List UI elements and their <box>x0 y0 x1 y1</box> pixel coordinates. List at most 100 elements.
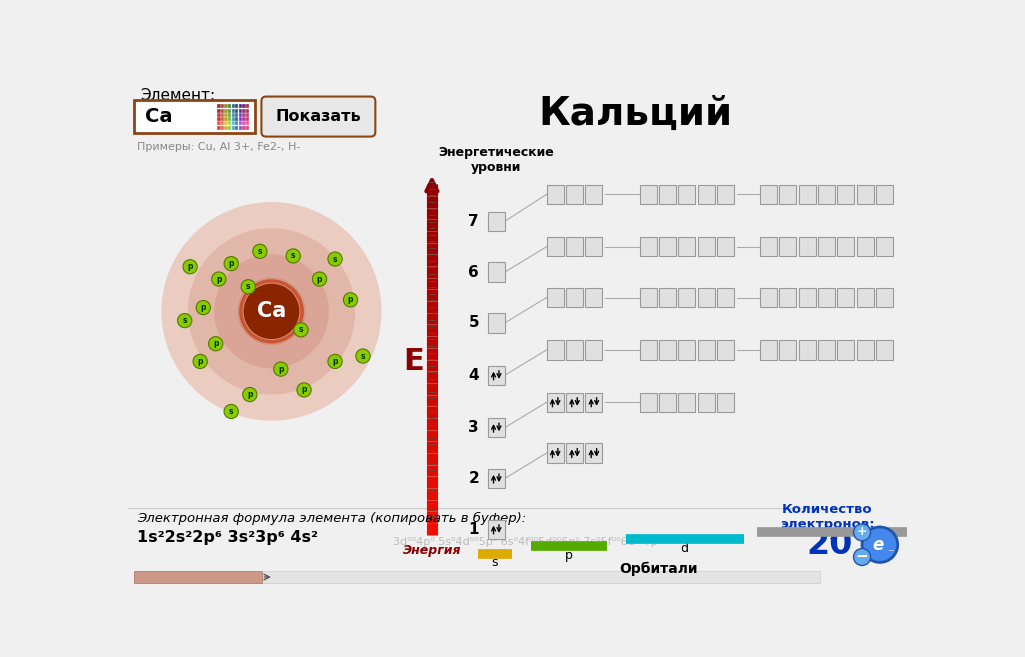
Bar <box>798 288 816 307</box>
Bar <box>242 104 246 108</box>
Bar <box>488 212 504 231</box>
Circle shape <box>343 293 358 307</box>
FancyBboxPatch shape <box>133 101 255 133</box>
Bar <box>246 122 249 125</box>
Bar <box>798 340 816 359</box>
Text: p: p <box>198 357 203 366</box>
Text: s: s <box>291 252 295 260</box>
Bar <box>239 113 242 117</box>
Bar <box>220 117 224 121</box>
Bar <box>235 113 239 117</box>
Bar <box>134 571 262 583</box>
Bar <box>857 237 873 256</box>
Bar <box>837 340 854 359</box>
Bar <box>679 288 695 307</box>
Text: p: p <box>347 296 354 304</box>
Bar <box>679 393 695 412</box>
Bar <box>566 185 583 204</box>
Text: E: E <box>403 347 423 376</box>
Text: p: p <box>565 549 572 562</box>
Bar <box>546 185 564 204</box>
Bar <box>659 237 677 256</box>
Bar <box>232 122 235 125</box>
Bar <box>698 288 714 307</box>
Text: Энергетические
уровни: Энергетические уровни <box>439 146 555 173</box>
Text: Кальций: Кальций <box>539 95 733 133</box>
Bar <box>242 122 246 125</box>
Bar <box>837 288 854 307</box>
Text: 3d⁰⁰4p⁰ 5s⁰4d⁰⁰5p⁰ 6s⁰4f⁰⁰5d⁰⁰6p⁰ 7s⁰5f⁰⁰6d⁰⁰7p⁰: 3d⁰⁰4p⁰ 5s⁰4d⁰⁰5p⁰ 6s⁰4f⁰⁰5d⁰⁰6p⁰ 7s⁰5f⁰… <box>394 537 662 547</box>
Text: s: s <box>491 556 498 569</box>
Bar <box>798 237 816 256</box>
Circle shape <box>162 202 381 420</box>
FancyBboxPatch shape <box>261 97 375 137</box>
Text: p: p <box>278 365 284 374</box>
Bar <box>242 108 246 113</box>
Bar <box>798 185 816 204</box>
Bar <box>818 237 835 256</box>
Bar <box>134 571 820 583</box>
Text: p: p <box>332 357 338 366</box>
Bar <box>876 340 893 359</box>
Bar <box>566 237 583 256</box>
Bar <box>224 125 228 129</box>
Bar <box>488 366 504 385</box>
Circle shape <box>243 388 257 401</box>
Bar <box>546 340 564 359</box>
Text: p: p <box>317 275 322 284</box>
Bar <box>837 237 854 256</box>
Bar <box>566 288 583 307</box>
Bar <box>220 122 224 125</box>
Bar <box>246 125 249 129</box>
Bar <box>220 113 224 117</box>
Bar <box>224 122 228 125</box>
Circle shape <box>177 313 192 328</box>
Bar <box>659 288 677 307</box>
Text: 3: 3 <box>468 420 479 435</box>
Bar <box>876 237 893 256</box>
Bar <box>232 125 235 129</box>
Bar <box>640 340 657 359</box>
Bar <box>585 443 603 463</box>
Bar <box>760 237 777 256</box>
Bar <box>659 340 677 359</box>
Bar <box>488 469 504 488</box>
Text: f: f <box>829 535 834 548</box>
Text: Показать: Показать <box>276 108 361 124</box>
Text: s: s <box>298 325 303 334</box>
Bar <box>228 108 232 113</box>
Bar <box>217 113 220 117</box>
Bar <box>239 108 242 113</box>
Bar <box>857 185 873 204</box>
Bar <box>232 117 235 121</box>
Bar <box>488 263 504 282</box>
Bar <box>232 104 235 108</box>
Bar <box>566 340 583 359</box>
Bar <box>488 520 504 539</box>
Text: p: p <box>229 259 234 268</box>
Bar <box>566 443 583 463</box>
Bar <box>585 288 603 307</box>
Circle shape <box>208 336 222 351</box>
Bar <box>585 237 603 256</box>
Circle shape <box>193 354 207 369</box>
Bar <box>659 185 677 204</box>
Bar <box>239 125 242 129</box>
Bar <box>546 443 564 463</box>
Bar <box>220 125 224 129</box>
Bar <box>546 393 564 412</box>
Circle shape <box>253 244 266 258</box>
Circle shape <box>328 354 342 369</box>
Circle shape <box>244 284 299 339</box>
Circle shape <box>214 254 329 369</box>
Bar <box>640 185 657 204</box>
Circle shape <box>854 524 870 541</box>
Bar <box>242 117 246 121</box>
Text: 20: 20 <box>807 528 853 561</box>
Bar <box>246 104 249 108</box>
Bar <box>760 340 777 359</box>
Text: d: d <box>681 541 689 555</box>
Text: Электронная формула элемента (копировать в буфер):: Электронная формула элемента (копировать… <box>137 512 527 524</box>
Bar <box>718 185 734 204</box>
Text: e: e <box>872 535 884 554</box>
